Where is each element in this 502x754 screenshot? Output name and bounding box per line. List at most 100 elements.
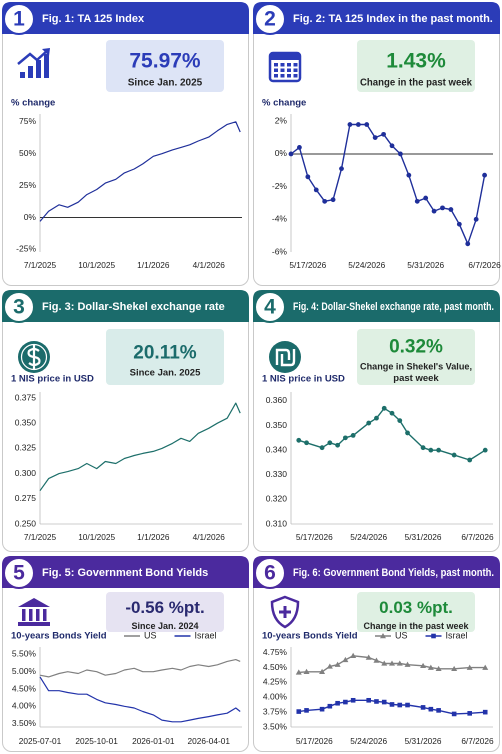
panel-title: Fig. 5: Government Bond Yields [42,567,208,579]
icon [269,341,301,373]
y-tick-label: 0.375 [15,392,37,402]
y-tick-label: 0.300 [15,468,37,478]
icon-arrowhead [42,48,50,56]
icon-day [274,63,278,67]
badge [254,557,286,589]
marker [456,221,462,227]
y-axis-label: 10-years Bonds Yield [262,631,358,642]
y-tick-label: 3.50% [12,718,37,728]
kpi-box [106,40,224,92]
kpi-caption: Since Jan. 2025 [130,367,201,378]
x-tick-label: 6/7/2026 [461,532,494,542]
series-line [39,659,241,678]
marker [342,656,349,663]
x-tick-label: 4/1/2026 [193,532,226,542]
icon-roof [18,598,50,607]
y-tick-label: 0% [275,148,288,158]
marker [428,447,434,453]
y-axis-label: 10-years Bonds Yield [11,631,107,642]
kpi-box [106,329,224,385]
panel-title: Fig. 6: Government Bond Yields, past mon… [293,567,494,579]
icon-column [22,609,26,621]
badge-number: 3 [13,296,25,319]
badge [254,291,286,323]
marker [295,669,302,675]
legend-label: Israel [446,630,468,640]
kpi-value: 0.03 %pt. [379,598,453,617]
panel-header [2,556,249,588]
icon-shekel [275,348,296,367]
marker [428,706,434,712]
x-tick-label: 2025-07-01 [19,736,62,746]
icon-bar [28,66,33,78]
x-tick-label: 5/17/2026 [296,532,333,542]
marker [482,172,487,178]
marker [327,703,333,709]
icon [17,48,50,78]
marker [436,708,441,713]
marker [420,445,426,451]
y-tick-label: 0.320 [266,494,288,504]
y-tick-label: 0.275 [15,493,37,503]
marker [296,437,302,443]
kpi-caption: Since Jan. 2024 [131,621,198,631]
x-tick-label: 10/1/2025 [78,532,115,542]
x-tick-label: 6/7/2026 [468,260,501,270]
y-axis-label: % change [11,98,55,109]
kpi-caption: Since Jan. 2025 [128,78,203,89]
badge [3,3,35,35]
marker [350,652,357,658]
marker [451,711,457,717]
x-tick-label: 5/17/2026 [296,736,333,746]
icon-plus [279,606,291,618]
icon-day [274,74,278,78]
y-tick-label: 3.75% [263,706,288,716]
marker [304,440,309,446]
kpi-caption: past week [393,373,439,384]
icon-arrow [17,49,49,65]
marker [304,708,309,713]
kpi-caption: Change in Shekel's Value, [360,362,472,373]
kpi-value: -0.56 %pt. [125,598,204,617]
marker [305,174,311,180]
kpi-box [357,592,475,632]
icon-bar [20,72,25,78]
marker [365,654,372,660]
kpi-caption: Change in the past week [363,621,469,631]
marker [319,668,326,674]
y-tick-label: 50% [19,148,36,158]
x-tick-label: 4/1/2026 [193,260,226,270]
icon [18,598,50,626]
marker [448,207,454,212]
panel-title: Fig. 3: Dollar-Shekel exchange rate [42,301,225,313]
marker [355,122,361,127]
marker [350,432,356,438]
panel-header [2,290,249,322]
y-tick-label: -2% [272,181,288,191]
panel-header [253,556,500,588]
y-tick-label: 4.50% [12,683,37,693]
x-tick-label: 7/1/2025 [24,532,57,542]
icon [270,595,300,629]
marker [366,697,371,703]
marker [431,208,437,214]
marker [435,665,442,672]
y-tick-label: 0.350 [266,420,288,430]
y-tick-label: 2% [275,116,288,126]
icon-day [293,74,298,78]
series-line [39,402,241,492]
panel-title: Fig. 2: TA 125 Index in the past month. [293,13,493,25]
marker [350,697,356,703]
marker [436,447,442,453]
icon-day [280,68,285,72]
icon [18,341,50,373]
x-tick-label: 5/24/2026 [350,736,387,746]
y-tick-label: 5.00% [12,666,37,676]
y-tick-label: 4.00% [12,701,37,711]
icon-day [280,63,285,67]
marker [381,131,386,137]
marker [347,122,353,127]
marker [313,187,319,193]
y-tick-label: 0.310 [266,518,288,528]
legend-label: US [395,630,408,640]
